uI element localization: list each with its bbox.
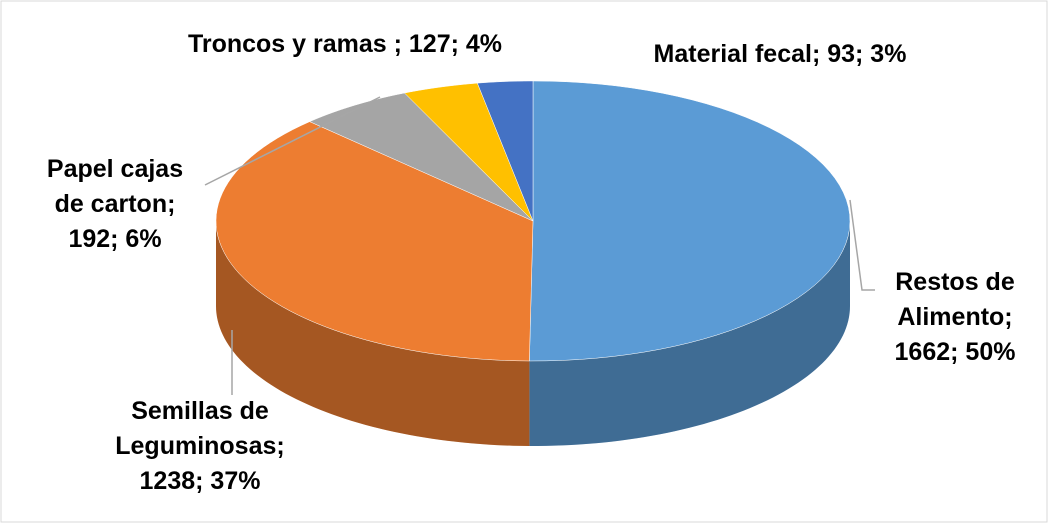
slice-side [216,221,530,446]
slice [529,80,851,362]
slice-side-shade [216,221,530,446]
slice [403,82,534,222]
data-label: Material fecal; 93; 3% [654,40,907,68]
pie-sides [216,221,850,446]
data-label: Semillas de Leguminosas; 1238; 37% [115,397,284,495]
slice-side [529,221,850,446]
data-label-line: Semillas de [131,397,269,425]
data-label-line: 1238; 37% [140,467,261,495]
data-label-line: 1662; 50% [895,338,1016,366]
slice [477,80,534,222]
pie-tops [215,80,851,362]
data-label-line: 192; 6% [68,225,161,253]
slice-side-shade [529,221,850,446]
data-labels: Restos de Alimento; 1662; 50% Semillas de Le… [47,30,1016,495]
data-label: Restos de Alimento; 1662; 50% [895,268,1016,366]
leader-line [204,96,381,186]
data-label-line: Troncos y ramas ; 127; 4% [188,30,502,58]
data-label-line: Papel cajas [47,155,183,183]
data-label-line: Material fecal; 93; 3% [654,40,907,68]
data-label-line: de carton; [55,190,176,218]
leader-line [849,199,875,291]
slice [215,121,534,362]
data-label: Troncos y ramas ; 127; 4% [188,30,502,58]
slice [309,92,534,222]
data-label-line: Alimento; [897,303,1012,331]
data-label: Papel cajas de carton; 192; 6% [47,155,183,253]
data-label-line: Restos de [895,268,1015,296]
data-label-line: Leguminosas; [115,432,284,460]
